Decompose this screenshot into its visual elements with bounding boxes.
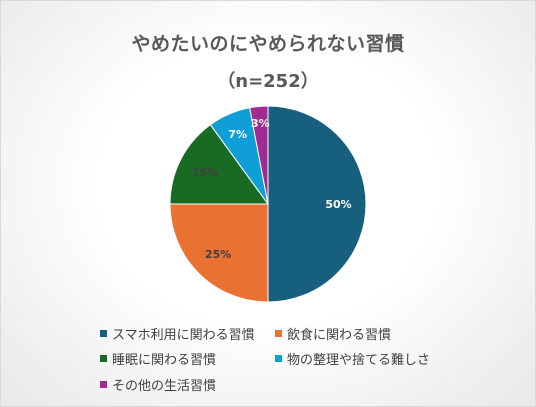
- legend-item-tidying: 物の整理や捨てる難しさ: [275, 349, 430, 368]
- legend-item-food: 飲食に関わる習慣: [275, 324, 391, 343]
- legend-swatch: [100, 330, 107, 337]
- pie-slice-smartphone: [267, 105, 367, 303]
- legend-swatch: [100, 381, 107, 388]
- data-label-smartphone: 50%: [325, 198, 351, 211]
- pie-slice-other: [249, 105, 269, 205]
- chart-title: やめたいのにやめられない習慣: [131, 33, 405, 55]
- legend-swatch: [100, 355, 107, 362]
- legend-label: その他の生活習慣: [112, 378, 217, 393]
- chart-subtitle: （n=252）: [217, 71, 319, 92]
- data-label-other: 3%: [251, 117, 270, 130]
- legend-item-sleep: 睡眠に関わる習慣: [100, 349, 216, 368]
- legend-label: 物の整理や捨てる難しさ: [287, 352, 431, 367]
- pie-slice-food: [169, 203, 269, 303]
- legend-swatch: [275, 355, 282, 362]
- data-label-tidying: 7%: [228, 128, 247, 141]
- legend-label: 飲食に関わる習慣: [287, 327, 392, 342]
- legend-item-smartphone: スマホ利用に関わる習慣: [100, 324, 255, 343]
- legend-swatch: [275, 330, 282, 337]
- data-label-sleep: 15%: [192, 166, 218, 179]
- legend-label: スマホ利用に関わる習慣: [112, 327, 255, 342]
- legend-item-other: その他の生活習慣: [100, 375, 216, 394]
- pie-slice-sleep: [169, 124, 269, 205]
- data-label-food: 25%: [205, 248, 231, 261]
- legend-label: 睡眠に関わる習慣: [112, 352, 217, 367]
